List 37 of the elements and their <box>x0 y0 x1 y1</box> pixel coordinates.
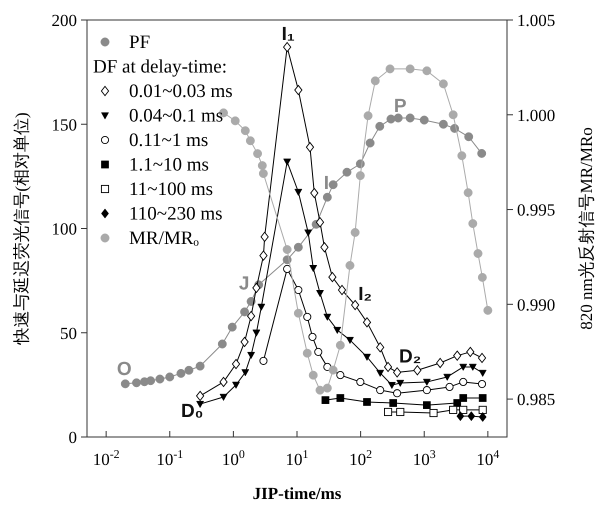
annotation: J <box>238 273 250 294</box>
annotation: D₂ <box>399 346 422 368</box>
legend-label: 0.11~1 ms <box>129 130 208 151</box>
y2-tick-label: 0.995 <box>517 200 556 220</box>
y2-axis-title: 820 nm光反射信号MR/MRo <box>577 127 596 330</box>
y2-tick-label: 0.990 <box>517 295 556 314</box>
annotation: P <box>394 96 407 117</box>
x-tick-label: 10$^{1}$ <box>286 447 309 469</box>
annotation: I₁ <box>282 24 295 46</box>
legend-label: 11~100 ms <box>129 179 213 200</box>
y2-tick-label: 0.985 <box>517 390 556 410</box>
x-tick-label: 10$^{4}$ <box>476 447 500 469</box>
y-tick-label: 100 <box>52 220 77 238</box>
legend-label: 110~230 ms <box>129 204 222 224</box>
x-axis-title: JIP-time/ms <box>252 484 342 503</box>
y-tick-label: 200 <box>52 11 77 30</box>
annotation: O <box>116 358 132 380</box>
legend-label: 0.04~0.1 ms <box>129 106 224 126</box>
x-tick-label: 10$^{-1}$ <box>156 447 184 469</box>
x-tick-label: 10$^{-2}$ <box>92 447 120 469</box>
x-tick-label: 10$^{0}$ <box>222 447 245 469</box>
y-tick-label: 0 <box>68 428 77 447</box>
legend-label: PF <box>129 32 150 53</box>
y-tick-label: 50 <box>60 324 77 343</box>
y-tick-label: 150 <box>52 115 77 134</box>
annotation: I₂ <box>358 284 372 306</box>
annotation: D₀ <box>180 401 204 422</box>
x-tick-label: 10$^{3}$ <box>412 447 436 469</box>
y2-tick-label: 1.005 <box>517 11 556 30</box>
legend-label: MR/MRₒ <box>129 228 200 249</box>
y-axis-title: 快速与延迟荧光信号(相对单位) <box>12 112 31 346</box>
legend-label: 1.1~10 ms <box>129 154 209 176</box>
x-tick-label: 10$^{2}$ <box>349 447 372 469</box>
y2-tick-label: 1.000 <box>517 106 556 125</box>
annotation: I <box>324 173 329 194</box>
legend-label: 0.01~0.03 ms <box>129 81 233 102</box>
legend-title: DF at delay-time: <box>93 56 228 78</box>
